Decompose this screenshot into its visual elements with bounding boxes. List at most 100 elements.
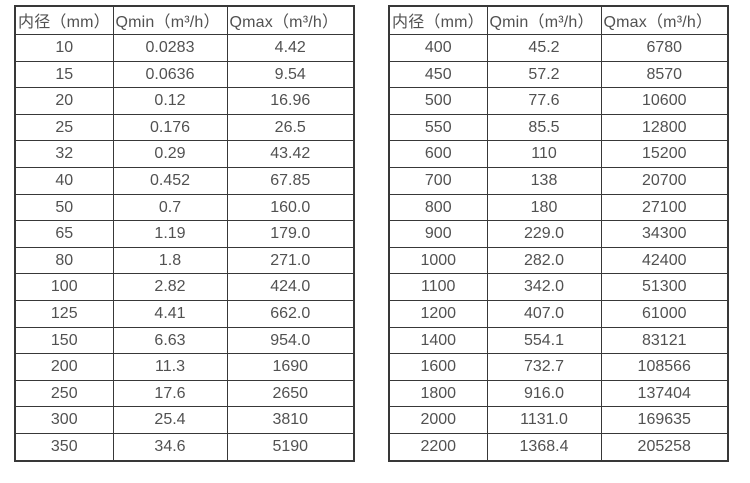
table-cell: 27100 [600,193,729,222]
table-row: 1800 916.0 137404 [388,379,729,408]
table-header: 内径（mm） Qmin（m³/h） Qmax（m³/h） [388,5,729,35]
table-row: 1400 554.1 83121 [388,326,729,355]
table-row: 250 17.6 2650 [14,379,355,408]
table-row: 20 0.12 16.96 [14,87,355,115]
flow-spec-tables-container: 内径（mm） Qmin（m³/h） Qmax（m³/h） 10 0.0283 4.42 1… [14,5,729,462]
table-cell: 4.41 [112,299,228,328]
table-cell: 80 [14,246,114,275]
column-header: Qmin（m³/h） [112,5,228,35]
table-cell: 205258 [600,432,729,462]
table-row: 40 0.452 67.85 [14,166,355,195]
table-cell: 16.96 [226,87,355,115]
table-cell: 169635 [600,406,729,434]
table-row: 100 2.82 424.0 [14,273,355,301]
table-cell: 110 [486,140,602,168]
table-row: 700 138 20700 [388,166,729,195]
table-cell: 954.0 [226,326,355,355]
table-cell: 25 [14,113,114,142]
table-cell: 137404 [600,379,729,408]
table-cell: 8570 [600,60,729,89]
table-cell: 20700 [600,166,729,195]
table-cell: 342.0 [486,273,602,301]
table-cell: 800 [388,193,488,222]
table-row: 15 0.0636 9.54 [14,60,355,89]
table-cell: 6780 [600,34,729,62]
table-row: 1200 407.0 61000 [388,299,729,328]
table-cell: 554.1 [486,326,602,355]
table-cell: 600 [388,140,488,168]
column-header: Qmin（m³/h） [486,5,602,35]
table-row: 25 0.176 26.5 [14,113,355,142]
table-header: 内径（mm） Qmin（m³/h） Qmax（m³/h） [14,5,355,35]
table-row: 32 0.29 43.42 [14,140,355,168]
table-cell: 125 [14,299,114,328]
table-row: 2000 1131.0 169635 [388,406,729,434]
table-cell: 662.0 [226,299,355,328]
table-cell: 250 [14,379,114,408]
table-cell: 1200 [388,299,488,328]
table-cell: 34300 [600,220,729,248]
table-cell: 34.6 [112,432,228,462]
table-cell: 67.85 [226,166,355,195]
table-cell: 1800 [388,379,488,408]
table-cell: 2.82 [112,273,228,301]
table-cell: 0.0283 [112,34,228,62]
table-row: 200 11.3 1690 [14,353,355,381]
table-cell: 26.5 [226,113,355,142]
table-row: 550 85.5 12800 [388,113,729,142]
table-row: 500 77.6 10600 [388,87,729,115]
table-cell: 271.0 [226,246,355,275]
table-cell: 15 [14,60,114,89]
table-cell: 12800 [600,113,729,142]
table-row: 1000 282.0 42400 [388,246,729,275]
table-row: 125 4.41 662.0 [14,299,355,328]
table-row: 300 25.4 3810 [14,406,355,434]
column-header: Qmax（m³/h） [226,5,355,35]
table-cell: 1131.0 [486,406,602,434]
table-cell: 0.452 [112,166,228,195]
table-cell: 200 [14,353,114,381]
table-row: 80 1.8 271.0 [14,246,355,275]
table-cell: 300 [14,406,114,434]
table-cell: 10600 [600,87,729,115]
table-cell: 100 [14,273,114,301]
table-cell: 400 [388,34,488,62]
table-cell: 1100 [388,273,488,301]
table-cell: 732.7 [486,353,602,381]
table-row: 50 0.7 160.0 [14,193,355,222]
table-row: 900 229.0 34300 [388,220,729,248]
table-body: 10 0.0283 4.42 15 0.0636 9.54 20 0.12 16.96 25 0.1… [14,34,355,462]
table-cell: 1600 [388,353,488,381]
table-cell: 500 [388,87,488,115]
table-cell: 0.29 [112,140,228,168]
table-cell: 1000 [388,246,488,275]
table-cell: 4.42 [226,34,355,62]
table-cell: 229.0 [486,220,602,248]
table-cell: 900 [388,220,488,248]
table-row: 800 180 27100 [388,193,729,222]
table-cell: 83121 [600,326,729,355]
table-cell: 160.0 [226,193,355,222]
table-cell: 916.0 [486,379,602,408]
table-cell: 2650 [226,379,355,408]
table-row: 400 45.2 6780 [388,34,729,62]
column-header: 内径（mm） [14,5,114,35]
table-row: 10 0.0283 4.42 [14,34,355,62]
table-cell: 0.7 [112,193,228,222]
table-cell: 17.6 [112,379,228,408]
table-cell: 450 [388,60,488,89]
table-cell: 1.8 [112,246,228,275]
spec-table-small-diameters: 内径（mm） Qmin（m³/h） Qmax（m³/h） 10 0.0283 4.42 1… [14,5,355,462]
table-cell: 6.63 [112,326,228,355]
header-row: 内径（mm） Qmin（m³/h） Qmax（m³/h） [388,5,729,35]
table-cell: 50 [14,193,114,222]
table-cell: 11.3 [112,353,228,381]
table-body: 400 45.2 6780 450 57.2 8570 500 77.6 10600 550 85.… [388,34,729,462]
table-cell: 424.0 [226,273,355,301]
column-header: 内径（mm） [388,5,488,35]
table-cell: 0.0636 [112,60,228,89]
table-cell: 43.42 [226,140,355,168]
table-row: 2200 1368.4 205258 [388,432,729,462]
table-cell: 51300 [600,273,729,301]
spec-table-large-diameters: 内径（mm） Qmin（m³/h） Qmax（m³/h） 400 45.2 6780 45… [388,5,729,462]
